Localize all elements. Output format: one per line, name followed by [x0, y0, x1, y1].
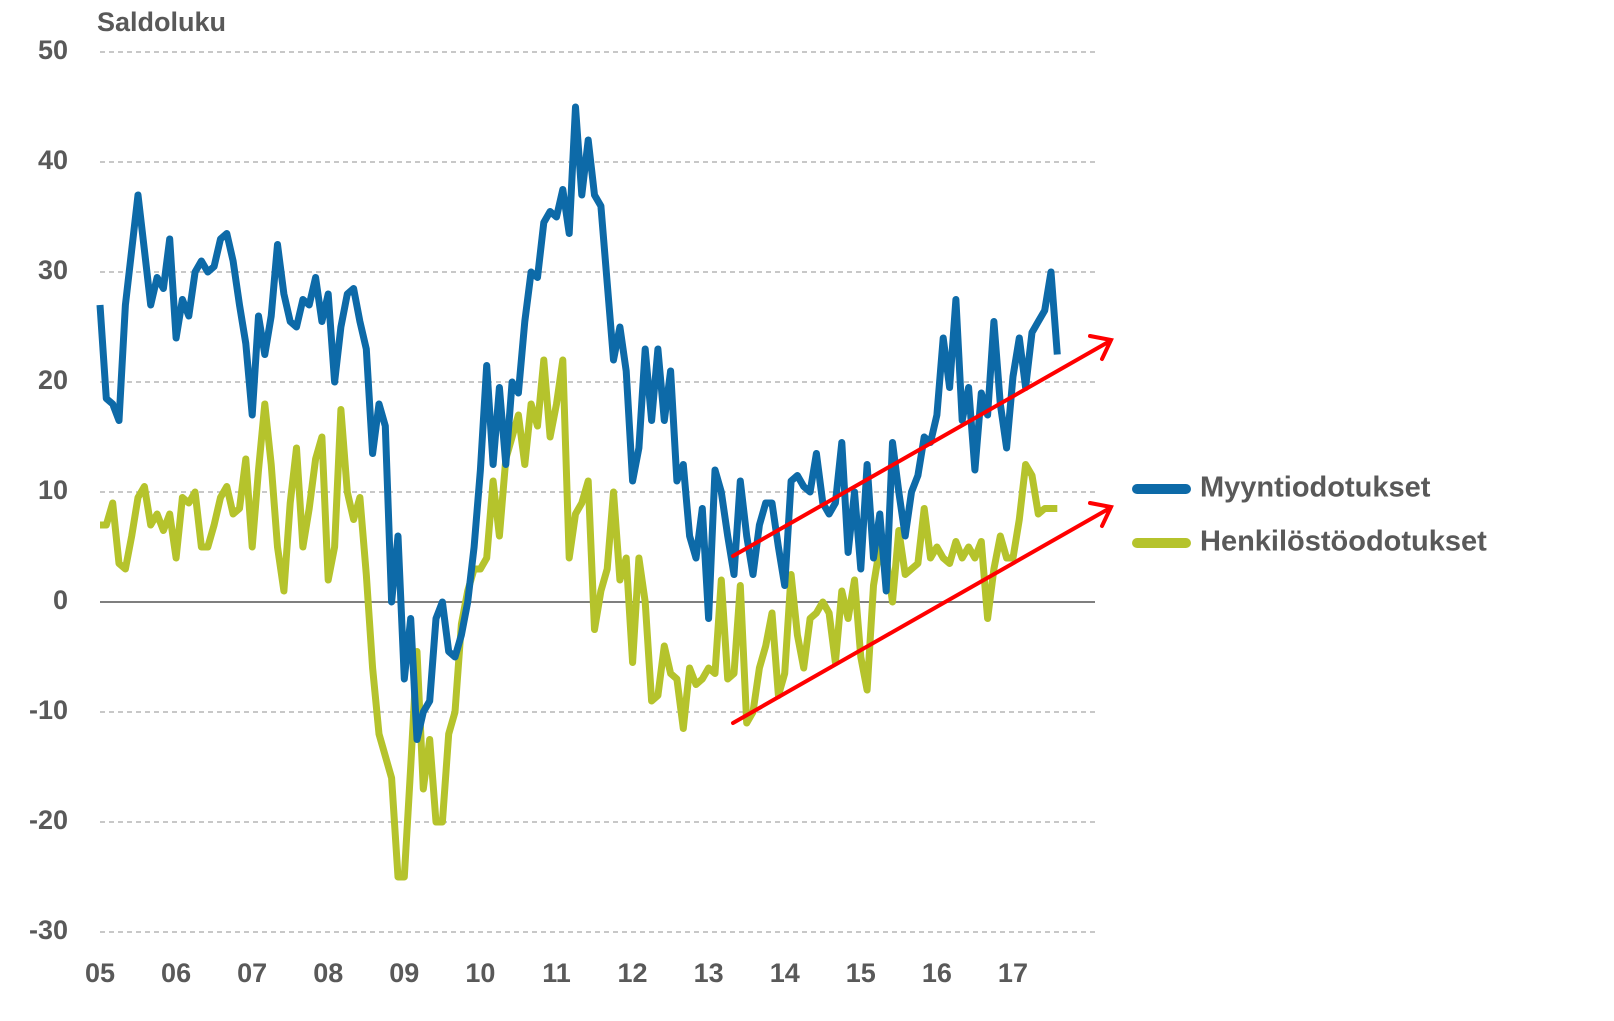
x-tick-label: 14	[770, 958, 800, 988]
y-tick-label: 30	[38, 255, 68, 285]
y-tick-label: -10	[29, 695, 68, 725]
x-tick-label: 16	[922, 958, 952, 988]
y-tick-label: 20	[38, 365, 68, 395]
legend-label: Myyntiodotukset	[1200, 472, 1431, 504]
x-tick-label: 09	[389, 958, 419, 988]
arrow-head	[1088, 334, 1114, 361]
y-tick-label: -30	[29, 915, 68, 945]
x-tick-label: 15	[846, 958, 876, 988]
y-tick-label: -20	[29, 805, 68, 835]
x-tick-label: 07	[237, 958, 267, 988]
trend-arrow	[731, 506, 1112, 725]
trend-arrows	[731, 334, 1114, 725]
x-tick-label: 17	[998, 958, 1028, 988]
y-tick-label: 40	[38, 145, 68, 175]
y-axis-title: Saldoluku	[97, 7, 226, 37]
trend-arrow	[731, 339, 1112, 558]
series-line	[100, 356, 1058, 881]
y-tick-label: 50	[38, 35, 68, 65]
x-tick-label: 08	[313, 958, 343, 988]
series-line	[96, 103, 1061, 743]
legend-label: Henkilöstöodotukset	[1200, 526, 1487, 558]
x-tick-label: 05	[85, 958, 115, 988]
x-tick-label: 12	[618, 958, 648, 988]
x-tick-label: 13	[694, 958, 724, 988]
y-tick-label: 10	[38, 475, 68, 505]
x-tick-label: 06	[161, 958, 191, 988]
arrow-head	[1088, 501, 1114, 528]
x-tick-label: 10	[465, 958, 495, 988]
x-tick-label: 11	[542, 958, 571, 988]
y-tick-label: 0	[53, 585, 68, 615]
